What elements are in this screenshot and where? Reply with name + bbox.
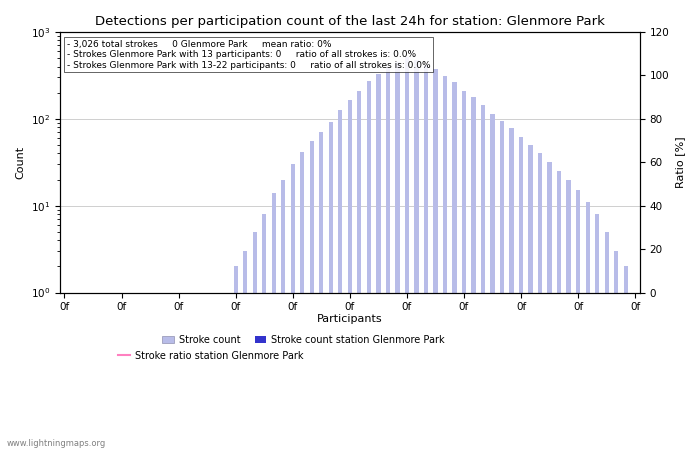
Bar (414, 60, 419, 450)
Bar (253, 232, 257, 450)
Bar (510, 128, 514, 450)
Bar (348, 100, 352, 450)
Bar (624, 266, 628, 450)
Bar (176, 292, 181, 450)
Bar (91, 292, 95, 450)
Bar (290, 164, 295, 450)
Bar (557, 171, 561, 450)
Bar (148, 292, 152, 450)
Bar (443, 76, 447, 450)
X-axis label: Participants: Participants (317, 314, 383, 324)
Bar (195, 292, 199, 450)
Bar (224, 292, 228, 450)
Bar (139, 292, 143, 450)
Bar (462, 91, 466, 450)
Bar (566, 180, 570, 450)
Bar (595, 214, 599, 450)
Bar (81, 292, 85, 450)
Bar (395, 62, 400, 450)
Bar (367, 81, 371, 450)
Bar (319, 132, 323, 450)
Y-axis label: Count: Count (15, 146, 25, 179)
Bar (205, 292, 209, 450)
Bar (300, 152, 304, 450)
Bar (547, 162, 552, 450)
Bar (72, 292, 76, 450)
Legend: Stroke ratio station Glenmore Park: Stroke ratio station Glenmore Park (114, 347, 307, 364)
Bar (309, 141, 314, 450)
Bar (452, 82, 456, 450)
Bar (376, 74, 381, 450)
Bar (576, 190, 580, 450)
Bar (585, 202, 590, 450)
Bar (129, 292, 133, 450)
Bar (386, 67, 390, 450)
Bar (633, 292, 638, 450)
Bar (357, 91, 361, 450)
Text: - 3,026 total strokes     0 Glenmore Park     mean ratio: 0%
- Strokes Glenmore : - 3,026 total strokes 0 Glenmore Park me… (66, 40, 430, 70)
Bar (538, 153, 543, 450)
Bar (491, 113, 495, 450)
Bar (167, 292, 172, 450)
Bar (500, 121, 504, 450)
Bar (338, 110, 342, 450)
Bar (424, 65, 428, 450)
Bar (481, 105, 485, 450)
Bar (614, 251, 618, 450)
Bar (329, 122, 333, 450)
Bar (605, 232, 609, 450)
Bar (262, 214, 267, 450)
Bar (186, 292, 190, 450)
Text: www.lightningmaps.org: www.lightningmaps.org (7, 439, 106, 448)
Y-axis label: Ratio [%]: Ratio [%] (675, 136, 685, 188)
Bar (272, 193, 276, 450)
Bar (234, 266, 238, 450)
Bar (110, 292, 114, 450)
Bar (405, 57, 409, 450)
Title: Detections per participation count of the last 24h for station: Glenmore Park: Detections per participation count of th… (95, 15, 605, 28)
Bar (281, 180, 286, 450)
Bar (471, 97, 475, 450)
Bar (62, 292, 66, 450)
Bar (433, 69, 438, 450)
Bar (214, 292, 219, 450)
Bar (120, 292, 124, 450)
Bar (243, 251, 247, 450)
Bar (158, 292, 162, 450)
Bar (100, 292, 105, 450)
Bar (528, 145, 533, 450)
Bar (519, 137, 523, 450)
